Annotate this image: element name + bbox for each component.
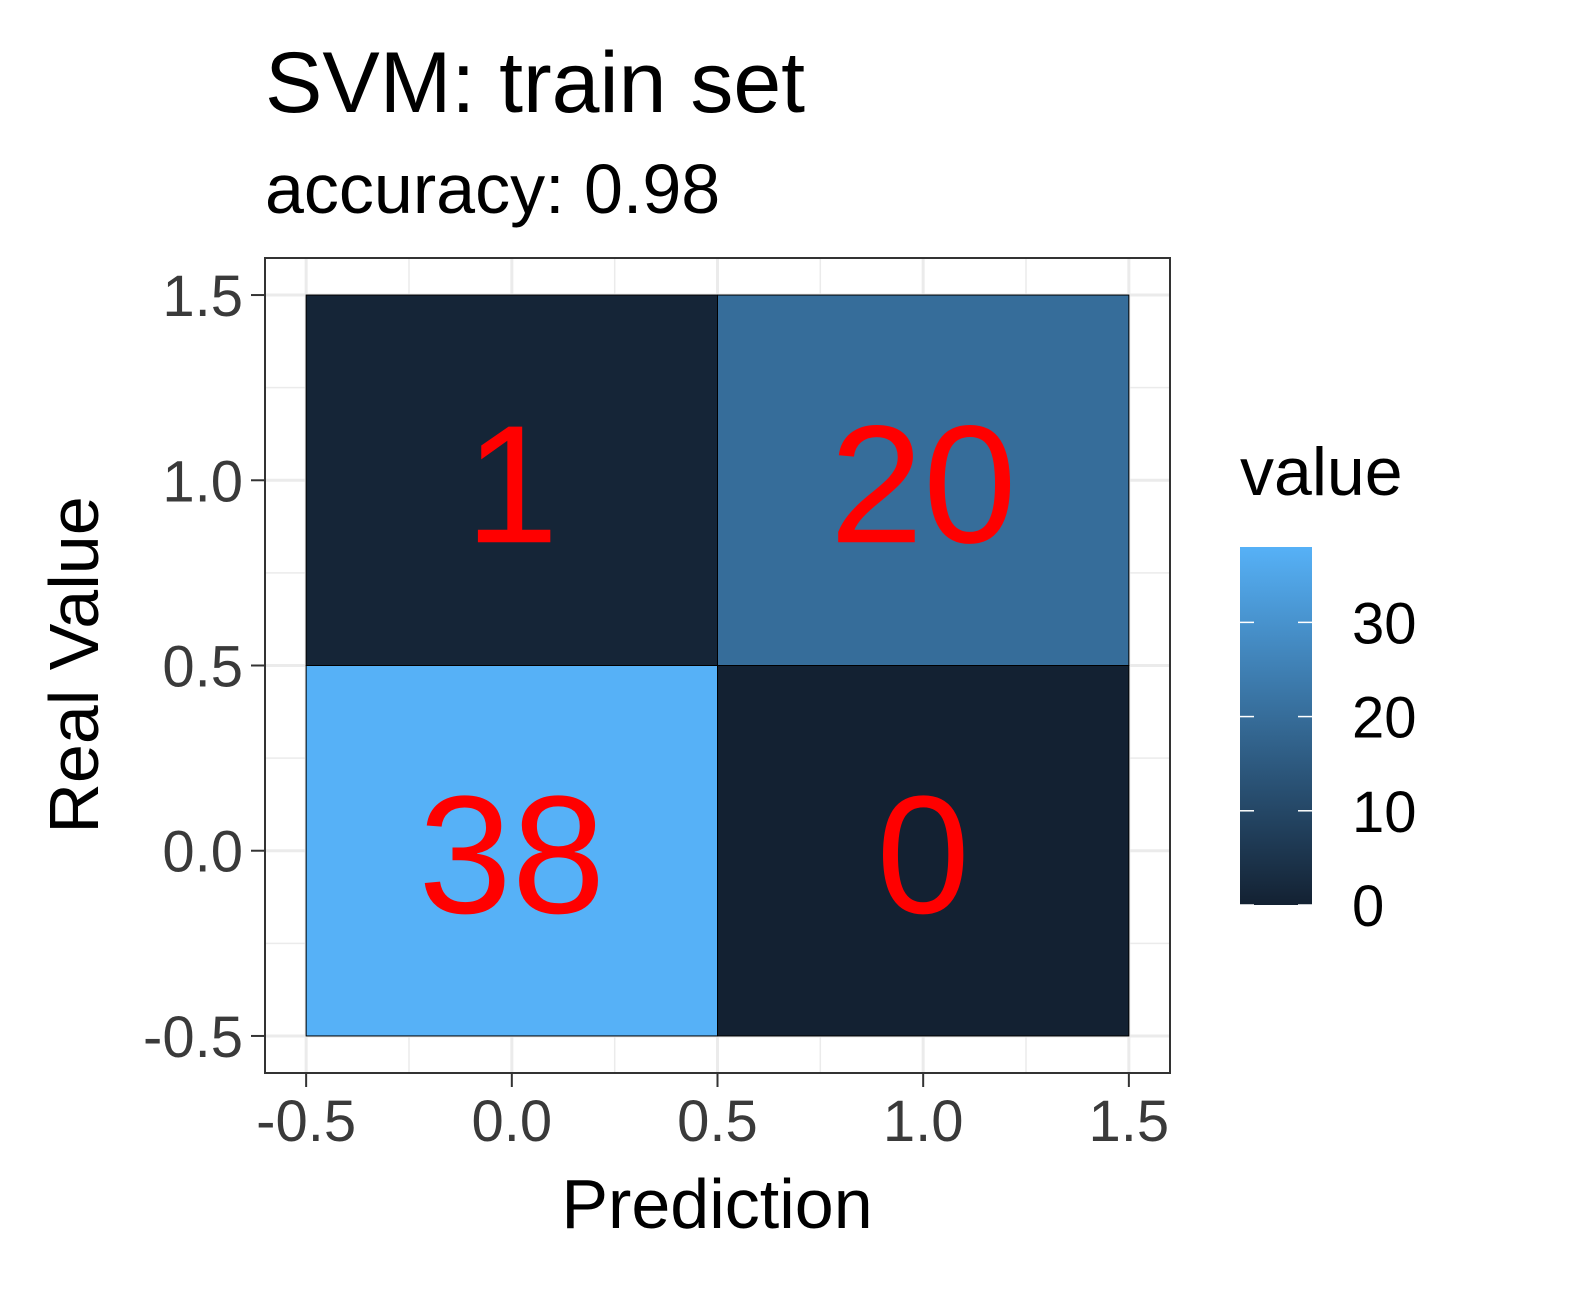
y-tick-label: 0.0	[162, 820, 243, 885]
legend-tick-label: 30	[1352, 591, 1417, 656]
legend-title: value	[1240, 434, 1403, 510]
legend-ticks: 0 10 20 30	[1240, 591, 1417, 939]
cell-value-label: 1	[465, 390, 558, 578]
y-tick-label: 0.5	[162, 635, 243, 700]
heatmap-cells	[305, 294, 1130, 1037]
x-axis-ticks: -0.5 0.0 0.5 1.0 1.5	[256, 1073, 1169, 1154]
heatmap-cell	[717, 294, 1130, 666]
x-tick-label: 0.0	[471, 1089, 552, 1154]
color-legend: value 0 10 20 30	[1240, 434, 1417, 939]
legend-tick-label: 20	[1352, 686, 1417, 751]
chart-title: SVM: train set	[265, 35, 805, 131]
cell-value-label: 20	[830, 390, 1017, 578]
heatmap-cell	[717, 665, 1130, 1037]
legend-colorbar	[1240, 547, 1312, 905]
heatmap-cell	[305, 665, 718, 1037]
y-tick-label: 1.5	[162, 264, 243, 329]
x-tick-label: 1.5	[1089, 1089, 1170, 1154]
y-tick-label: 1.0	[162, 449, 243, 514]
y-axis-ticks: -0.5 0.0 0.5 1.0 1.5	[143, 264, 265, 1070]
legend-tick-label: 10	[1352, 780, 1417, 845]
x-axis-label: Prediction	[561, 1165, 872, 1243]
x-tick-label: 1.0	[883, 1089, 964, 1154]
x-tick-label: 0.5	[677, 1089, 758, 1154]
y-tick-label: -0.5	[143, 1005, 243, 1070]
cell-value-label: 38	[418, 761, 605, 949]
y-axis-label: Real Value	[35, 496, 113, 833]
x-tick-label: -0.5	[256, 1089, 356, 1154]
cell-value-labels: 1 20 38 0	[418, 390, 1016, 948]
cell-value-label: 0	[876, 761, 969, 949]
legend-tick-label: 0	[1352, 874, 1384, 939]
chart-subtitle: accuracy: 0.98	[265, 150, 720, 228]
